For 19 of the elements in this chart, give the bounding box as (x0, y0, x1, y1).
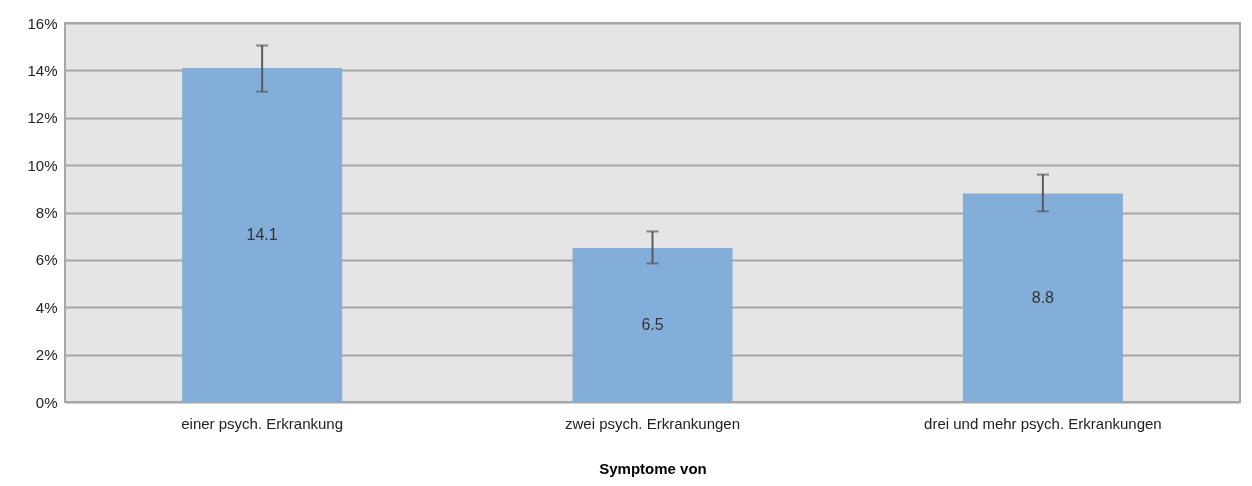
data-label: 14.1 (246, 226, 278, 243)
y-tick-label: 4% (35, 298, 58, 316)
data-label: 8.8 (1031, 288, 1055, 306)
y-tick-label: 10% (27, 156, 58, 174)
bar (962, 193, 1123, 402)
data-label: 6.5 (641, 316, 664, 334)
bar (572, 248, 733, 402)
bar (182, 68, 343, 402)
x-tick-label: zwei psych. Erkrankungen (564, 414, 741, 432)
y-tick-label: 14% (27, 61, 58, 79)
y-tick-label: 16% (27, 14, 58, 32)
y-tick-label: 6% (35, 251, 58, 269)
y-tick-label: 12% (27, 109, 58, 127)
y-tick-label: 8% (35, 204, 58, 221)
y-tick-label: 2% (35, 346, 58, 364)
x-axis-title: Symptome von (599, 459, 707, 477)
x-tick-label: drei und mehr psych. Erkrankungen (924, 414, 1162, 432)
y-tick-label: 0% (35, 393, 58, 411)
x-tick-label: einer psych. Erkrankung (181, 414, 344, 432)
